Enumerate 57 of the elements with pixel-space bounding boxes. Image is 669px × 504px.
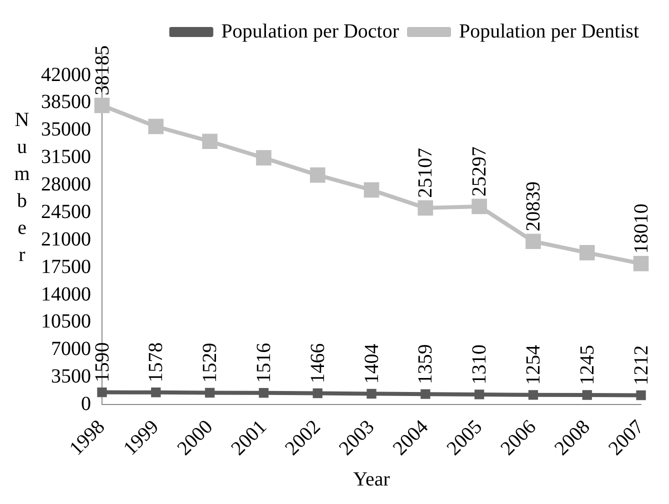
point: [312, 388, 322, 398]
data-label: 1245: [576, 344, 598, 385]
point: [151, 388, 161, 398]
point: [633, 256, 649, 272]
point: [472, 198, 487, 214]
data-label: 1466: [306, 343, 329, 384]
y-tick-label: 21000: [41, 228, 91, 250]
point: [528, 390, 538, 400]
point: [474, 390, 484, 400]
legend-label: Population per Dentist: [459, 20, 640, 42]
y-tick-label: 35000: [41, 118, 91, 141]
data-label: 18010: [630, 204, 652, 254]
data-label: 1359: [414, 344, 437, 384]
y-tick-label: 42000: [41, 64, 91, 86]
point: [366, 388, 376, 399]
point: [202, 134, 218, 150]
data-label: 25107: [414, 148, 437, 198]
point: [310, 167, 326, 183]
data-label: 1529: [199, 342, 222, 383]
point: [636, 390, 646, 400]
x-axis-title: Year: [353, 468, 390, 490]
point: [526, 234, 541, 250]
y-tick-label: 10500: [41, 310, 91, 333]
point: [94, 98, 110, 114]
y-tick-label: 17500: [41, 256, 91, 278]
data-label: 1212: [630, 345, 652, 386]
data-label: 1310: [468, 344, 491, 384]
point: [582, 390, 592, 400]
y-tick-label: 28000: [41, 174, 91, 196]
point: [579, 245, 595, 260]
point: [256, 150, 272, 166]
x-tick-label: 1999: [119, 416, 164, 460]
data-label: 1516: [252, 342, 275, 383]
point: [97, 387, 107, 398]
y-tick-label: 24500: [41, 200, 91, 223]
data-label: 38185: [91, 45, 114, 96]
y-tick-label: 31500: [41, 146, 91, 168]
y-tick-label: 7000: [51, 338, 91, 360]
y-tick-label: 0: [81, 392, 91, 415]
y-tick-label: 38500: [41, 91, 91, 114]
data-label: 1254: [522, 344, 544, 385]
data-label: 25297: [468, 146, 491, 196]
point: [420, 389, 430, 399]
data-label: 1590: [91, 342, 114, 382]
point: [148, 118, 164, 134]
y-axis-title: Number: [14, 109, 30, 266]
point: [418, 200, 434, 216]
data-label: 20839: [522, 181, 544, 232]
data-label: 1578: [145, 342, 168, 382]
y-tick-label: 14000: [41, 283, 91, 306]
x-tick-label: 2001: [227, 416, 271, 460]
point: [364, 182, 380, 198]
data-label: 1404: [360, 344, 383, 384]
y-tick-label: 3500: [51, 366, 91, 388]
legend-label: Population per Doctor: [221, 20, 400, 42]
point: [204, 388, 215, 398]
point: [258, 388, 269, 398]
